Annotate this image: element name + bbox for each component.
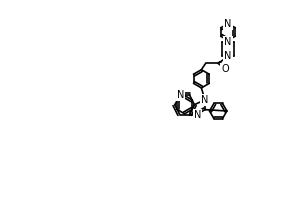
- Text: N: N: [194, 110, 201, 119]
- Text: N: N: [224, 19, 232, 29]
- Text: N: N: [177, 90, 184, 100]
- Text: O: O: [221, 64, 229, 74]
- Text: N: N: [201, 95, 208, 105]
- Text: N: N: [224, 37, 232, 47]
- Text: N: N: [224, 51, 232, 61]
